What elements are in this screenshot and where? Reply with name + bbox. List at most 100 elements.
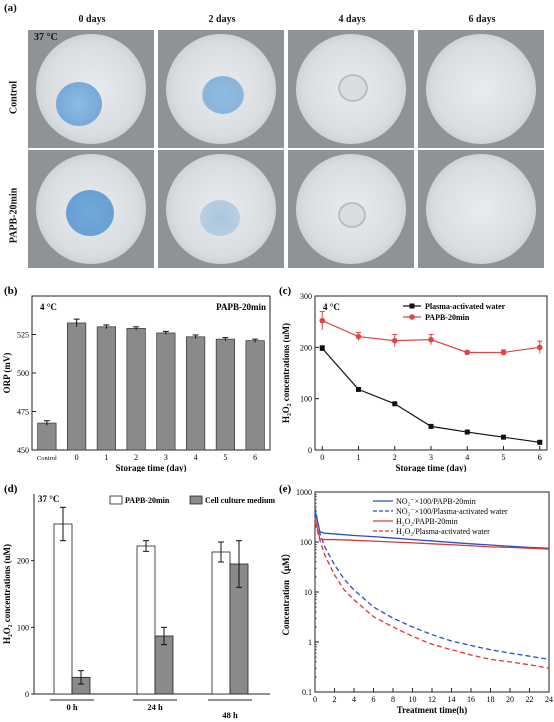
col-head-2: 4 days — [338, 14, 366, 25]
dish-control-6d — [418, 30, 544, 148]
x-tick-label: 16 — [467, 695, 475, 704]
dish-papb-0d — [28, 150, 154, 268]
data-point — [464, 349, 471, 356]
legend-marker — [409, 303, 415, 309]
x-tick-label: 4 — [194, 453, 198, 462]
legend-label: Plasma-activated water — [425, 302, 506, 311]
x-tick-label: 2 — [134, 453, 138, 462]
dish-papb-4d — [288, 150, 414, 268]
y-axis-label: ORP (mV) — [2, 353, 12, 394]
y-tick-label: 0 — [25, 690, 29, 699]
x-tick-label: 6 — [253, 453, 257, 462]
data-point — [428, 423, 434, 429]
legend-label: NO₂⁻×100/PAPB-20min — [396, 497, 476, 506]
x-tick-label: 0 — [320, 453, 324, 462]
dish-papb-2d — [158, 150, 284, 268]
gel-drop — [200, 200, 240, 236]
bar — [156, 332, 176, 451]
annotation-sample: PAPB-20min — [216, 302, 266, 312]
col-head-0: 0 days — [78, 14, 106, 25]
bar — [37, 422, 57, 451]
panel-e-label: (e) — [279, 483, 292, 495]
y-tick-label: 0.1 — [302, 688, 312, 697]
x-tick-label: 5 — [502, 453, 506, 462]
x-tick-label: 22 — [526, 695, 534, 704]
x-tick-label: 3 — [164, 453, 168, 462]
data-point — [536, 344, 543, 351]
panel-c-label: (c) — [279, 285, 292, 297]
legend-label: Cell culture medium — [205, 496, 275, 505]
dish-control-0d — [28, 30, 154, 148]
y-tick-label: 10 — [304, 588, 312, 597]
data-point — [500, 349, 507, 356]
data-point — [391, 337, 398, 344]
legend-label: PAPB-20min — [125, 496, 170, 505]
y-tick-label: 200 — [300, 343, 312, 352]
x-tick-label: 5 — [223, 453, 227, 462]
dish-control-2d — [158, 30, 284, 148]
data-point — [392, 401, 398, 407]
x-tick-label: 12 — [428, 695, 436, 704]
gel-drop — [202, 76, 244, 114]
legend-swatch — [189, 495, 203, 505]
x-tick-label: 3 — [429, 453, 433, 462]
chart-d: (d) 0 100 200 0 h 24 h 48 h PAPB-20min Cell cul… — [2, 483, 275, 720]
col-head-3: 6 days — [468, 14, 496, 25]
bar — [186, 336, 206, 451]
legend-marker — [409, 314, 415, 320]
bar — [211, 551, 231, 695]
y-tick-label: 0 — [308, 446, 312, 455]
gel-drop — [56, 82, 102, 126]
bar — [53, 523, 73, 695]
x-tick-label: 14 — [448, 695, 456, 704]
y-tick-label: 1000 — [296, 488, 312, 497]
y-tick-label: 525 — [17, 331, 29, 340]
y-tick-label: 300 — [300, 292, 312, 301]
y-axis-label: H₂O₂ concentrations (uM) — [2, 544, 12, 644]
y-tick-label: 500 — [17, 369, 29, 378]
x-tick-label: 6 — [538, 453, 542, 462]
gel-residue — [338, 202, 366, 228]
panel-d-label: (d) — [4, 483, 18, 495]
legend-label: H₂O₂/Plasma-activated water — [396, 527, 490, 536]
y-tick-label: 1 — [308, 638, 312, 647]
y-tick-label: 100 — [17, 623, 29, 632]
x-tick-label: 24 — [545, 695, 553, 704]
x-tick-label: 0 h — [66, 702, 77, 712]
data-point — [319, 317, 326, 324]
dish-control-4d — [288, 30, 414, 148]
x-tick-label: 6 — [372, 695, 376, 704]
col-head-1: 2 days — [208, 14, 236, 25]
series-line — [314, 521, 550, 669]
x-tick-label: 8 — [391, 695, 395, 704]
x-tick-label: 0 — [313, 695, 317, 704]
x-tick-label: 18 — [487, 695, 495, 704]
dish-papb-6d — [418, 150, 544, 268]
legend-label: NO₂⁻×100/Plasma-activated water — [396, 507, 508, 516]
x-axis-label: Storage time (day) — [396, 463, 467, 472]
data-point — [537, 439, 543, 445]
x-tick-label: 20 — [506, 695, 514, 704]
bar — [245, 340, 265, 451]
series-line — [314, 510, 550, 549]
x-tick-label: 2 — [333, 695, 337, 704]
x-axis-label: Treatment time(h) — [397, 705, 467, 715]
photo-grid: 0 days 2 days 4 days 6 days 37 °C — [28, 14, 546, 268]
data-point — [319, 345, 325, 351]
data-point — [356, 386, 361, 392]
bar — [136, 545, 156, 695]
annotation-temp: 4 °C — [323, 302, 340, 312]
annotation-temp: 37 °C — [38, 494, 59, 504]
y-tick-label: 100 — [300, 395, 312, 404]
x-tick-label: 1 — [357, 453, 361, 462]
x-tick-label: 48 h — [222, 710, 238, 720]
gel-drop — [66, 190, 114, 236]
x-tick-label: Control — [37, 455, 57, 462]
x-tick-label: 0 — [75, 453, 79, 462]
y-tick-label: 100 — [300, 538, 312, 547]
x-tick-label: 1 — [104, 453, 108, 462]
bar — [67, 322, 87, 451]
y-tick-label: 475 — [17, 408, 29, 417]
data-point — [464, 429, 470, 435]
